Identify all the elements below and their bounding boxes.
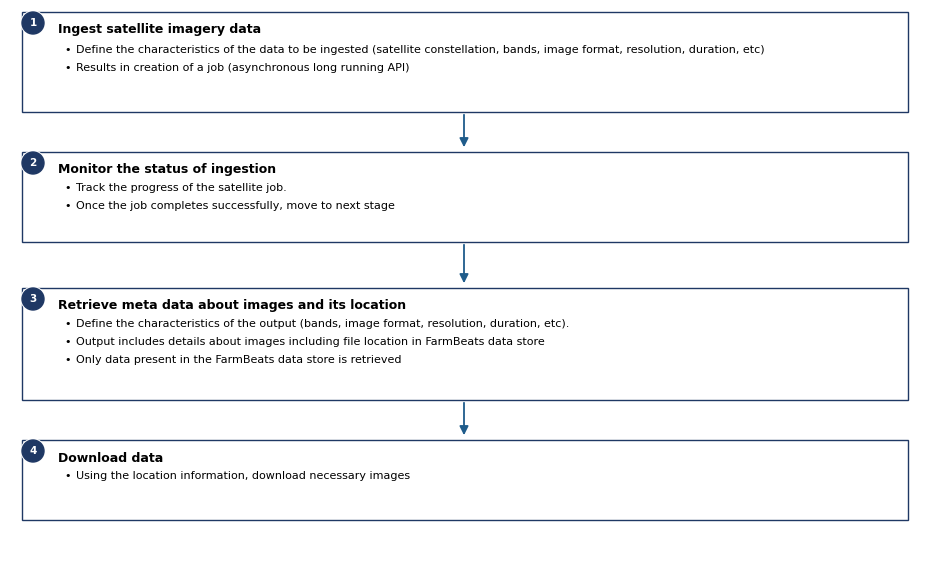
Text: •: •: [65, 201, 71, 211]
Text: Retrieve meta data about images and its location: Retrieve meta data about images and its …: [57, 299, 406, 312]
Text: •: •: [65, 45, 71, 55]
Text: Once the job completes successfully, move to next stage: Once the job completes successfully, mov…: [76, 201, 395, 211]
Text: Results in creation of a job (asynchronous long running API): Results in creation of a job (asynchrono…: [76, 63, 409, 73]
Circle shape: [22, 12, 44, 34]
Text: Track the progress of the satellite job.: Track the progress of the satellite job.: [76, 183, 286, 193]
Text: Using the location information, download necessary images: Using the location information, download…: [76, 471, 410, 481]
Text: 2: 2: [30, 158, 36, 168]
Bar: [22, 440, 907, 520]
Text: •: •: [65, 471, 71, 481]
Text: •: •: [65, 63, 71, 73]
Circle shape: [21, 151, 44, 175]
Bar: [22, 12, 907, 112]
Bar: [22, 152, 907, 242]
Text: •: •: [65, 337, 71, 347]
Circle shape: [21, 11, 44, 35]
Text: •: •: [65, 183, 71, 193]
Text: 1: 1: [30, 18, 36, 28]
Text: Only data present in the FarmBeats data store is retrieved: Only data present in the FarmBeats data …: [76, 355, 401, 365]
Circle shape: [22, 152, 44, 174]
Circle shape: [21, 439, 44, 463]
Text: Download data: Download data: [57, 452, 163, 465]
Text: 3: 3: [30, 294, 36, 304]
Text: Ingest satellite imagery data: Ingest satellite imagery data: [57, 24, 260, 37]
Text: Define the characteristics of the data to be ingested (satellite constellation, : Define the characteristics of the data t…: [76, 45, 764, 55]
Text: Monitor the status of ingestion: Monitor the status of ingestion: [57, 164, 276, 177]
Text: •: •: [65, 319, 71, 329]
Text: •: •: [65, 355, 71, 365]
Circle shape: [21, 287, 44, 311]
Text: Define the characteristics of the output (bands, image format, resolution, durat: Define the characteristics of the output…: [76, 319, 569, 329]
Text: Output includes details about images including file location in FarmBeats data s: Output includes details about images inc…: [76, 337, 544, 347]
Circle shape: [22, 288, 44, 310]
Bar: [22, 288, 907, 400]
Text: 4: 4: [30, 446, 37, 456]
Circle shape: [22, 440, 44, 462]
